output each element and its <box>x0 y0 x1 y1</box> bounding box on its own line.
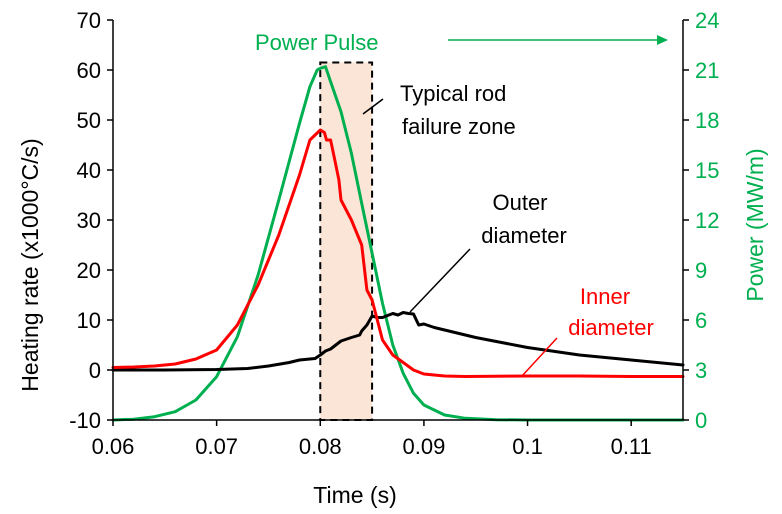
y-axis-title-left: Heating rate (x1000°C/s) <box>17 138 43 391</box>
x-tick-label: 0.06 <box>92 434 135 459</box>
outer-label-line1: Outer <box>492 190 547 215</box>
x-axis-title: Time (s) <box>313 482 396 508</box>
y-right-tick-label: 24 <box>695 8 719 33</box>
axes <box>107 19 689 426</box>
zone-leader-line <box>362 98 384 115</box>
zone-label-line1: Typical rod <box>400 81 506 106</box>
outer-leader-line <box>409 248 471 313</box>
x-tick-label: 0.1 <box>512 434 543 459</box>
y-left-tick-label: -10 <box>69 408 101 433</box>
zone-label-line2: failure zone <box>402 114 516 139</box>
tick-labels: 0.06 0.07 0.08 0.09 0.1 0.11-1001020304050607… <box>69 8 719 459</box>
y-right-tick-label: 12 <box>695 208 719 233</box>
y-right-tick-label: 21 <box>695 58 719 83</box>
failure-zone-rect <box>319 61 374 421</box>
y-right-tick-label: 18 <box>695 108 719 133</box>
y-left-tick-label: 30 <box>77 208 101 233</box>
series-line-outer <box>111 311 685 372</box>
y-right-tick-label: 6 <box>695 308 707 333</box>
series-line-power <box>111 65 685 422</box>
y-right-tick-label: 3 <box>695 358 707 383</box>
y-left-tick-label: 20 <box>77 258 101 283</box>
series-line-inner <box>111 128 685 378</box>
x-tick-label: 0.08 <box>299 434 342 459</box>
series-lines <box>111 65 685 422</box>
inner-leader-line <box>521 337 558 377</box>
failure-zone <box>319 61 374 421</box>
y-left-tick-label: 50 <box>77 108 101 133</box>
inner-label-line2: diameter <box>568 315 654 340</box>
y-left-tick-label: 10 <box>77 308 101 333</box>
x-tick-label: 0.09 <box>402 434 445 459</box>
x-tick-label: 0.11 <box>611 434 652 459</box>
y-axis-title-right: Power (MW/m) <box>742 148 768 301</box>
power-pulse-arrow <box>448 35 668 45</box>
y-right-tick-label: 15 <box>695 158 719 183</box>
x-tick-label: 0.07 <box>195 434 238 459</box>
outer-label-line2: diameter <box>481 223 567 248</box>
y-right-tick-label: 0 <box>695 408 707 433</box>
power-pulse-label: Power Pulse <box>255 30 379 55</box>
y-left-tick-label: 70 <box>77 8 101 33</box>
y-left-tick-label: 0 <box>89 358 101 383</box>
y-left-tick-label: 40 <box>77 158 101 183</box>
y-right-tick-label: 9 <box>695 258 707 283</box>
y-left-tick-label: 60 <box>77 58 101 83</box>
inner-label-line1: Inner <box>580 284 630 309</box>
